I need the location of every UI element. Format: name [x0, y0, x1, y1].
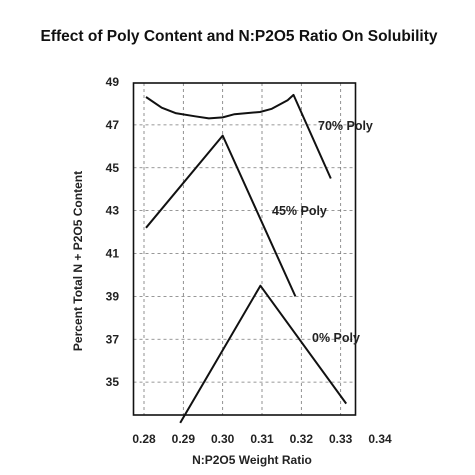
series-line-1 [145, 93, 332, 179]
y-tick-label: 35 [106, 375, 120, 389]
y-tick-label: 41 [106, 247, 120, 261]
series-label-1: 70% Poly [318, 119, 373, 133]
series-label-3: 0% Poly [312, 331, 360, 345]
y-tick-label: 43 [106, 204, 120, 218]
x-tick-label: 0.34 [368, 432, 392, 446]
y-axis-ticks: 35 37 39 41 43 45 47 49 [106, 75, 120, 389]
series-labels: 70% Poly 45% Poly 0% Poly [272, 119, 373, 345]
x-tick-label: 0.31 [250, 432, 274, 446]
y-axis-label: Percent Total N + P2O5 Content [71, 171, 85, 351]
x-tick-label: 0.32 [290, 432, 314, 446]
series-label-2: 45% Poly [272, 204, 327, 218]
x-tick-label: 0.33 [329, 432, 353, 446]
x-tick-label: 0.29 [172, 432, 196, 446]
x-tick-label: 0.28 [132, 432, 156, 446]
y-tick-label: 39 [106, 289, 120, 303]
series-line-3 [179, 284, 348, 424]
y-tick-label: 45 [106, 161, 120, 175]
series-line-2 [145, 134, 297, 297]
x-axis-label: N:P2O5 Weight Ratio [192, 453, 312, 467]
y-tick-label: 37 [106, 332, 120, 346]
gridlines [133, 83, 356, 415]
plot-frame [132, 82, 357, 416]
x-tick-label: 0.30 [211, 432, 235, 446]
y-tick-label: 49 [106, 75, 120, 89]
chart-title: Effect of Poly Content and N:P2O5 Ratio … [41, 28, 438, 45]
x-axis-ticks: 0.28 0.29 0.30 0.31 0.32 0.33 0.34 [132, 432, 392, 446]
y-tick-label: 47 [106, 118, 120, 132]
series-lines [145, 93, 348, 424]
